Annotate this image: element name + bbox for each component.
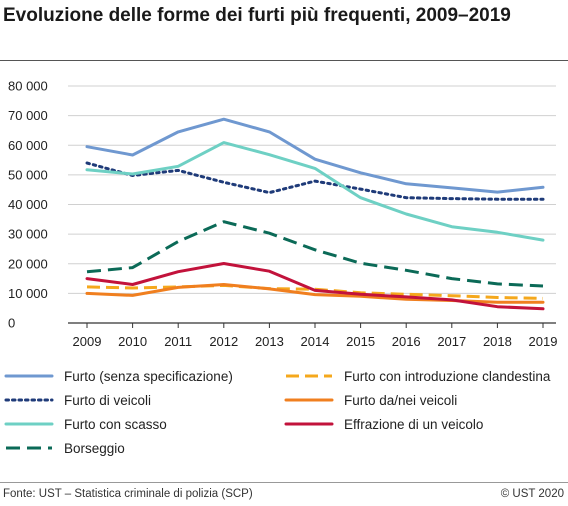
y-tick-label: 80 000 xyxy=(8,79,48,94)
x-axis-tick-labels: 2009 2010 2011 2012 2013 2014 2015 2016 2017 2018… xyxy=(73,323,558,349)
legend-item: Furto da/nei veicoli xyxy=(284,388,457,412)
legend-label: Furto da/nei veicoli xyxy=(344,392,458,408)
legend-label: Furto con scasso xyxy=(64,416,167,432)
series-line-1 xyxy=(85,117,545,194)
x-tick-label: 2011 xyxy=(164,334,192,349)
chart-title: Evoluzione delle forme dei furti più fre… xyxy=(3,5,511,26)
legend-swatch xyxy=(6,446,52,450)
legend-label: Furto (senza specificazione) xyxy=(64,368,233,384)
x-tick-label: 2012 xyxy=(209,334,238,349)
y-tick-label: 0 xyxy=(8,316,15,331)
legend-item: Furto di veicoli xyxy=(4,388,151,412)
line-chart: 0 10 000 20 000 30 000 40 000 50 000 60 000 70 … xyxy=(8,79,558,350)
y-tick-label: 70 000 xyxy=(8,108,48,123)
x-tick-label: 2017 xyxy=(437,334,466,349)
legend-item: Borseggio xyxy=(4,436,125,460)
grid-lines xyxy=(68,85,556,324)
y-tick-label: 30 000 xyxy=(8,227,48,242)
legend-label: Furto con introduzione clandestina xyxy=(344,368,551,384)
x-tick-label: 2015 xyxy=(346,334,375,349)
x-tick-label: 2010 xyxy=(118,334,147,349)
legend-swatch xyxy=(4,398,54,402)
series-line-7 xyxy=(86,220,544,288)
y-tick-label: 20 000 xyxy=(8,256,48,271)
x-tick-label: 2013 xyxy=(255,334,284,349)
series-line-3 xyxy=(85,161,545,201)
source-note: Fonte: UST – Statistica criminale di pol… xyxy=(3,488,253,500)
legend-swatch xyxy=(284,422,334,426)
legend-swatch xyxy=(284,398,334,402)
legend-item: Furto (senza specificazione) xyxy=(4,364,233,388)
legend-label: Furto di veicoli xyxy=(64,392,152,408)
legend-item: Furto con scasso xyxy=(4,412,167,436)
series-line-6 xyxy=(85,262,545,311)
copyright-note: © UST 2020 xyxy=(500,488,564,500)
legend-label: Borseggio xyxy=(64,440,125,456)
x-tick-label: 2016 xyxy=(392,334,421,349)
x-tick-label: 2014 xyxy=(301,334,330,349)
y-tick-label: 10 000 xyxy=(8,286,48,301)
x-tick-label: 2009 xyxy=(73,334,102,349)
legend-label: Effrazione di un veicolo xyxy=(344,416,484,432)
x-tick-label: 2019 xyxy=(529,334,558,349)
legend: Furto (senza specificazione) Furto con in… xyxy=(0,364,568,464)
series-lines xyxy=(85,117,545,311)
legend-item: Effrazione di un veicolo xyxy=(284,412,483,436)
series-line-5 xyxy=(85,141,545,242)
footer-divider xyxy=(0,482,568,483)
legend-swatch xyxy=(4,374,54,378)
y-tick-label: 40 000 xyxy=(8,197,48,212)
y-axis-tick-labels: 0 10 000 20 000 30 000 40 000 50 000 60 000 70 … xyxy=(8,79,48,331)
legend-swatch xyxy=(286,374,332,378)
legend-swatch xyxy=(4,422,54,426)
x-tick-label: 2018 xyxy=(483,334,512,349)
legend-item: Furto con introduzione clandestina xyxy=(284,364,550,388)
y-tick-label: 60 000 xyxy=(8,138,48,153)
title-divider xyxy=(0,60,568,61)
y-tick-label: 50 000 xyxy=(8,167,48,182)
